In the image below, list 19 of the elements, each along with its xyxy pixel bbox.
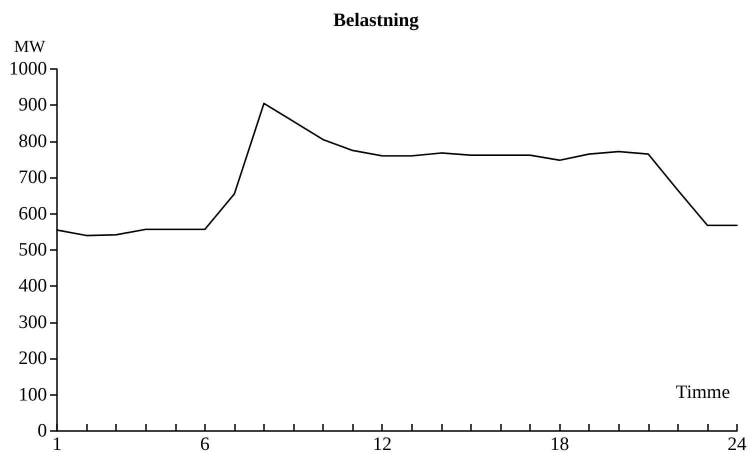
y-tick-label: 500 [18,240,47,260]
chart-title: Belastning [333,10,420,31]
y-tick-label: 900 [18,94,47,116]
x-tick-label: 24 [728,434,747,455]
x-tick-label: 12 [372,434,392,455]
y-tick-label: 700 [18,167,47,188]
y-tick-label: 800 [18,130,47,152]
y-tick-label: 300 [18,312,47,333]
x-tick-label: 1 [52,434,62,455]
y-tick-label: 0 [38,420,47,442]
y-tick-label: 200 [18,348,47,370]
y-axis-title: MW [14,37,46,56]
x-tick-label: 18 [550,434,570,455]
y-tick-label: 1000 [9,58,47,80]
x-tick-label: 6 [200,434,210,455]
x-axis-title: Timme [676,382,730,403]
y-tick-label: 100 [18,384,47,406]
y-tick-label: 600 [18,203,47,224]
y-tick-label: 400 [18,276,47,297]
